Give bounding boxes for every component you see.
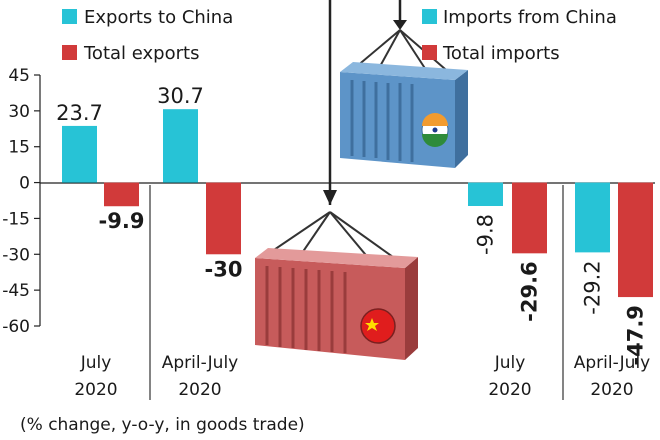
period-label-line1: April-July <box>574 353 651 373</box>
bar-value-label: -9.9 <box>99 209 145 233</box>
period-label-line2: 2020 <box>178 380 221 400</box>
bar-value-label: -29.2 <box>581 260 605 314</box>
bar-value-label: -47.9 <box>624 305 648 366</box>
period-label-line2: 2020 <box>74 380 117 400</box>
y-tick-label: -45 <box>2 281 30 301</box>
legend-swatch-imports-china <box>422 9 437 24</box>
legend-label-total-imports: Total imports <box>442 43 560 64</box>
legend-right: Imports from China Total imports <box>422 7 617 64</box>
bar-value-label: 30.7 <box>157 84 204 108</box>
y-tick-label: -15 <box>2 209 30 229</box>
bar-value-label: -30 <box>205 257 243 281</box>
blue-container-icon <box>340 29 468 168</box>
period-label-line1: July <box>494 353 526 373</box>
period-label-line2: 2020 <box>590 380 633 400</box>
y-tick-label: 30 <box>8 102 30 122</box>
period-label-line1: July <box>80 353 112 373</box>
bar <box>575 182 610 253</box>
bar <box>512 182 547 254</box>
bar <box>618 182 653 298</box>
legend-swatch-exports-china <box>62 9 77 24</box>
legend-left: Exports to China Total exports <box>62 7 233 64</box>
illustrations <box>255 0 468 360</box>
y-tick-label: 15 <box>8 138 30 158</box>
y-tick-label: -60 <box>2 317 30 337</box>
bar <box>163 109 198 183</box>
y-ticks: 45 30 15 0 -15 -30 -45 -60 <box>2 66 40 337</box>
legend-swatch-total-imports <box>422 45 437 60</box>
bar <box>62 125 97 183</box>
period-labels: July 2020 April-July 2020 July 2020 April-July… <box>74 353 650 400</box>
y-tick-label: 45 <box>8 66 30 86</box>
bar-value-label: 23.7 <box>56 101 103 125</box>
period-label-line1: April-July <box>162 353 239 373</box>
footnote: (% change, y-o-y, in goods trade) <box>20 415 305 435</box>
bar <box>468 182 503 206</box>
legend-label-total-exports: Total exports <box>83 43 199 64</box>
bar-value-label: -29.6 <box>518 261 542 322</box>
y-tick-label: 0 <box>19 174 30 194</box>
red-container-icon <box>255 211 418 360</box>
legend-label-exports-china: Exports to China <box>84 7 233 28</box>
bar <box>206 182 241 255</box>
legend-label-imports-china: Imports from China <box>443 7 617 28</box>
bar-labels: 23.7 -9.9 30.7 -30 -9.8 -29.6 -29.2 -47.9 <box>56 84 647 365</box>
y-tick-label: -30 <box>2 245 30 265</box>
bars <box>62 109 653 298</box>
period-label-line2: 2020 <box>488 380 531 400</box>
bar <box>104 182 139 207</box>
legend-swatch-total-exports <box>62 45 77 60</box>
bar-value-label: -9.8 <box>474 214 498 255</box>
